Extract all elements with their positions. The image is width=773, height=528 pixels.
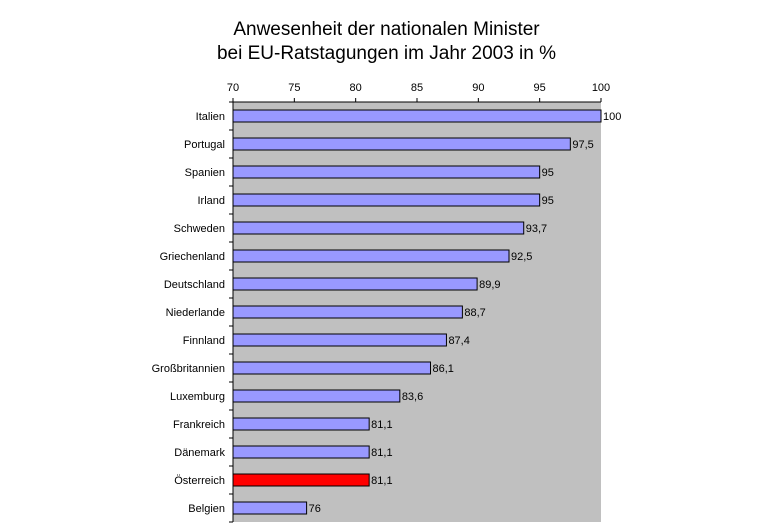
data-label: 89,9 (479, 279, 500, 291)
y-tick-label: Frankreich (173, 419, 225, 431)
y-tick-label: Italien (196, 111, 225, 123)
data-label: 95 (542, 195, 554, 207)
bar (232, 445, 370, 459)
bar (232, 473, 370, 487)
bar (232, 137, 571, 151)
y-tick-label: Deutschland (164, 279, 225, 291)
bar (232, 333, 447, 347)
value-labels: 100 97,5 95 95 93,7 92,5 89,9 88,7 87,4 86,1 83,6 8… (309, 111, 622, 515)
x-tick-label: 95 (534, 82, 546, 94)
y-tick-label: Portugal (184, 139, 225, 151)
x-axis: 70 75 80 85 90 95 100 (227, 82, 610, 103)
y-axis: Italien Portugal Spanien Irland Schweden Grie… (152, 101, 234, 523)
y-tick-label: Schweden (174, 223, 225, 235)
data-label: 81,1 (371, 475, 392, 487)
data-label: 88,7 (464, 307, 485, 319)
data-label: 83,6 (402, 391, 423, 403)
data-label: 100 (603, 111, 621, 123)
bar (232, 501, 308, 515)
bars (232, 109, 602, 515)
bar (232, 221, 525, 235)
chart-title: Anwesenheit der nationalen Minister bei … (0, 18, 773, 66)
x-tick-label: 100 (592, 82, 610, 94)
y-tick-label: Großbritannien (152, 363, 225, 375)
y-tick-label: Dänemark (174, 447, 225, 459)
data-label: 95 (542, 167, 554, 179)
y-tick-label: Luxemburg (170, 391, 225, 403)
y-tick-label: Finnland (183, 335, 225, 347)
data-label: 76 (309, 503, 321, 515)
y-tick-label: Niederlande (166, 307, 225, 319)
bar (232, 277, 478, 291)
bar (232, 305, 463, 319)
x-tick-label: 90 (472, 82, 484, 94)
bar (232, 109, 602, 123)
chart-title-line-1: Anwesenheit der nationalen Minister (233, 19, 540, 40)
x-tick-label: 70 (227, 82, 239, 94)
bar (232, 389, 401, 403)
bar (232, 193, 541, 207)
data-label: 93,7 (526, 223, 547, 235)
data-label: 87,4 (448, 335, 469, 347)
y-tick-label: Griechenland (160, 251, 225, 263)
y-tick-label: Belgien (188, 503, 225, 515)
data-label: 92,5 (511, 251, 532, 263)
x-tick-label: 85 (411, 82, 423, 94)
y-tick-label: Irland (197, 195, 225, 207)
y-tick-label: Österreich (174, 475, 225, 487)
data-label: 97,5 (572, 139, 593, 151)
bar (232, 249, 510, 263)
bar (232, 361, 431, 375)
y-tick-label: Spanien (185, 167, 225, 179)
bar (232, 417, 370, 431)
x-tick-label: 80 (350, 82, 362, 94)
x-tick-label: 75 (288, 82, 300, 94)
data-label: 81,1 (371, 419, 392, 431)
data-label: 81,1 (371, 447, 392, 459)
data-label: 86,1 (432, 363, 453, 375)
bar (232, 165, 541, 179)
chart-title-line-2: bei EU-Ratstagungen im Jahr 2003 in % (216, 43, 557, 64)
